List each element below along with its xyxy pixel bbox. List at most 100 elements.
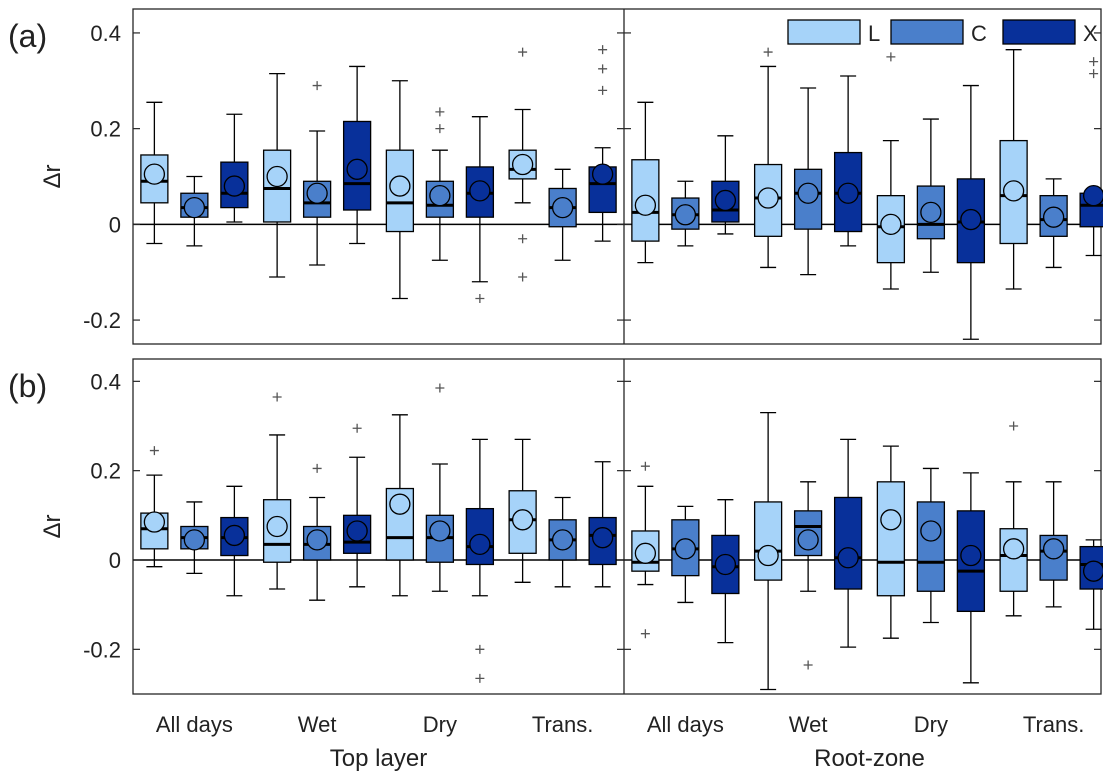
y-axis-label: Δr: [39, 164, 66, 188]
y-axis-label: Δr: [39, 514, 66, 538]
outlier-marker: [598, 64, 608, 74]
mean-marker: [960, 544, 982, 567]
box-root-zone-trans-l: [999, 49, 1028, 290]
outlier-marker: [475, 673, 485, 683]
box-root-zone-alldays-l: [631, 461, 660, 639]
box-top-layer-trans-l: [508, 47, 537, 282]
panel-tag: (b): [8, 368, 47, 404]
box-top-layer-trans-c: [548, 168, 577, 261]
box-root-zone-dry-l: [876, 445, 906, 639]
y-tick-label: 0: [109, 548, 121, 573]
box-root-zone-dry-x: [956, 84, 986, 340]
outlier-marker: [598, 45, 608, 55]
box-root-zone-dry-c: [916, 467, 946, 624]
outlier-marker: [475, 644, 485, 654]
mean-marker: [634, 542, 657, 564]
panel-frame-1: [132, 8, 1102, 345]
box-root-zone-wet-x: [833, 75, 863, 247]
outlier-marker: [518, 47, 528, 57]
mean-marker: [797, 529, 819, 551]
box-root-zone-dry-c: [916, 118, 946, 273]
x-group-label: Wet: [789, 712, 828, 737]
box-top-layer-trans-x: [588, 45, 617, 242]
box-top-layer-wet-l: [262, 392, 292, 590]
box-root-zone-alldays-x: [711, 135, 740, 235]
box-root-zone-dry-x: [956, 472, 986, 684]
mean-marker: [757, 544, 779, 567]
mean-marker: [880, 509, 902, 531]
mean-marker: [183, 529, 206, 551]
mean-marker: [306, 529, 328, 551]
outlier-marker: [598, 85, 608, 95]
mean-marker: [757, 187, 779, 209]
outlier-marker: [1089, 57, 1099, 67]
outlier-marker: [149, 446, 159, 456]
mean-marker: [920, 520, 942, 542]
outlier-marker: [886, 52, 896, 62]
box-top-layer-alldays-l: [140, 446, 169, 568]
box-top-layer-dry-x: [465, 116, 495, 304]
box-top-layer-trans-c: [548, 496, 577, 588]
mean-marker: [266, 165, 288, 188]
mean-marker: [306, 182, 328, 204]
mean-marker: [346, 520, 368, 542]
box-top-layer-alldays-x: [220, 113, 249, 223]
box-top-layer-dry-c: [425, 383, 455, 592]
mean-marker: [960, 208, 982, 231]
box-root-zone-trans-c: [1039, 481, 1068, 608]
box-top-layer-wet-c: [302, 463, 332, 601]
mean-marker: [511, 153, 534, 176]
legend-swatch-l: [787, 19, 861, 45]
mean-marker: [1042, 538, 1065, 560]
mean-marker: [714, 189, 737, 212]
box-top-layer-trans-x: [588, 461, 617, 588]
box-root-zone-alldays-x: [711, 499, 740, 644]
box-root-zone-alldays-c: [671, 505, 700, 604]
section-label: Root-zone: [814, 745, 925, 772]
mean-marker: [469, 533, 491, 556]
outlier-marker: [518, 234, 528, 244]
box-root-zone-wet-l: [753, 411, 783, 691]
mean-marker: [1082, 184, 1103, 207]
outlier-marker: [640, 629, 650, 639]
mean-marker: [346, 158, 368, 180]
legend-swatch-x: [1002, 19, 1076, 45]
mean-marker: [389, 175, 411, 197]
box-body: [876, 481, 906, 597]
x-group-label: Dry: [914, 712, 948, 737]
mean-marker: [389, 493, 411, 515]
box-body: [916, 501, 946, 592]
y-tick-label: 0.4: [90, 369, 121, 394]
mean-marker: [1002, 538, 1025, 560]
box-top-layer-alldays-c: [180, 175, 209, 247]
box-top-layer-dry-l: [385, 80, 415, 300]
box-top-layer-dry-l: [385, 414, 415, 597]
box-root-zone-trans-x: [1079, 539, 1103, 630]
box-root-zone-wet-x: [833, 438, 863, 648]
mean-marker: [714, 553, 737, 576]
section-label: Top layer: [330, 745, 427, 772]
outlier-marker: [435, 124, 445, 134]
y-tick-label: -0.2: [83, 308, 121, 333]
outlier-marker: [352, 423, 362, 433]
mean-marker: [266, 515, 288, 538]
box-root-zone-trans-c: [1039, 178, 1068, 269]
mean-marker: [880, 213, 902, 236]
mean-marker: [551, 196, 574, 219]
box-root-zone-alldays-c: [671, 180, 700, 247]
outlier-marker: [803, 660, 813, 670]
box-body: [793, 168, 823, 230]
outlier-marker: [1009, 421, 1019, 431]
outlier-marker: [763, 47, 773, 57]
x-group-label: All days: [647, 712, 724, 737]
mean-marker: [634, 194, 657, 216]
box-root-zone-alldays-l: [631, 101, 660, 264]
panel-frame-2: [132, 358, 1102, 695]
legend-label-x: X: [1083, 21, 1098, 46]
outlier-marker: [475, 294, 485, 304]
x-group-label: Wet: [298, 712, 337, 737]
box-top-layer-alldays-l: [140, 101, 169, 245]
mean-marker: [1042, 206, 1065, 228]
